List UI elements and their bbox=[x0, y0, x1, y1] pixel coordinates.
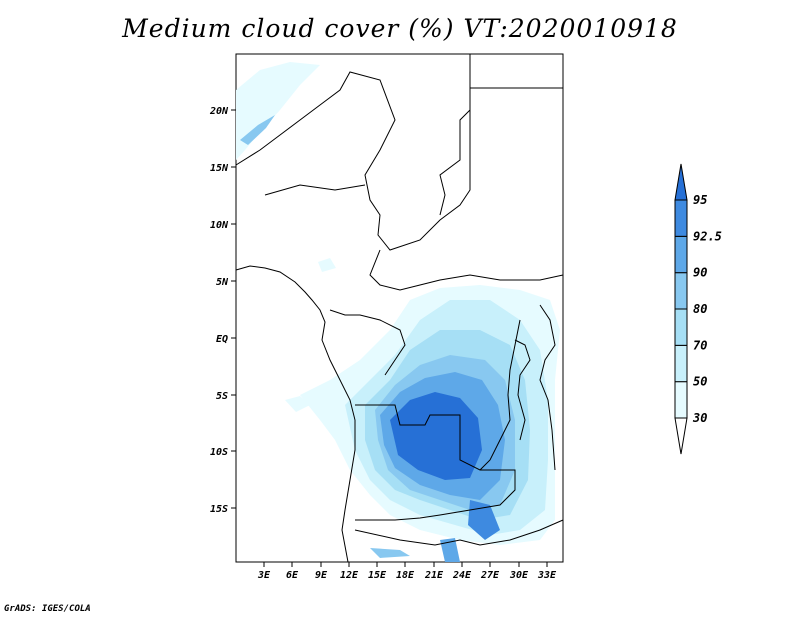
colorbar-swatch bbox=[674, 344, 688, 383]
lon-label: 9E bbox=[315, 570, 328, 581]
lat-axis bbox=[231, 109, 236, 509]
lat-label: EQ bbox=[216, 334, 228, 345]
lon-label: 3E bbox=[257, 570, 271, 581]
lon-label: 21E bbox=[424, 570, 444, 581]
border-north-1 bbox=[235, 54, 471, 251]
cloud-area-95-plus bbox=[390, 392, 482, 480]
map-borders bbox=[235, 54, 564, 563]
lat-label: 10S bbox=[210, 447, 228, 458]
coastline-west-africa bbox=[235, 265, 356, 563]
colorbar-lower-triangle bbox=[674, 417, 688, 455]
border-south bbox=[354, 519, 564, 546]
colorbar-swatch bbox=[674, 272, 688, 310]
cloud-area-south-core bbox=[468, 500, 500, 540]
colorbar-swatch bbox=[674, 235, 688, 274]
border-sahel bbox=[264, 184, 366, 196]
cloud-area-south-strip bbox=[440, 538, 460, 562]
map-title: Medium cloud cover (%) VT:2020010918 bbox=[122, 14, 678, 43]
colorbar-label: 80 bbox=[693, 302, 707, 316]
grads-credit: GrADS: IGES/COLA bbox=[4, 604, 91, 614]
border-drc-east bbox=[479, 319, 521, 471]
lat-labels: 20N 15N 10N 5N EQ 5S 10S 15S bbox=[209, 106, 229, 515]
border-east bbox=[539, 304, 556, 471]
colorbar-label: 30 bbox=[692, 411, 707, 425]
lon-label: 33E bbox=[537, 570, 557, 581]
lat-label: 5N bbox=[216, 277, 229, 288]
colorbar-label: 50 bbox=[693, 375, 707, 389]
colorbar-swatch bbox=[674, 199, 688, 237]
lon-labels: 3E 6E 9E 12E 15E 18E 21E 24E 27E 30E 33E bbox=[257, 570, 557, 581]
border-north-2 bbox=[439, 109, 471, 216]
lon-label: 24E bbox=[452, 570, 472, 581]
lon-label: 12E bbox=[340, 570, 359, 581]
lat-label: 15N bbox=[210, 163, 229, 174]
lon-label: 27E bbox=[480, 570, 500, 581]
lon-axis bbox=[263, 562, 548, 567]
lon-label: 15E bbox=[368, 570, 387, 581]
border-central-1 bbox=[369, 249, 564, 291]
lon-label: 30E bbox=[509, 570, 529, 581]
cloud-area-nw-band bbox=[240, 115, 275, 145]
colorbar-label: 92.5 bbox=[693, 229, 722, 243]
colorbar: 30 50 70 80 90 92.5 95 bbox=[674, 163, 722, 455]
border-central-2 bbox=[329, 309, 406, 376]
colorbar-label: 95 bbox=[693, 193, 707, 207]
border-angola bbox=[355, 404, 516, 521]
colorbar-label: 70 bbox=[693, 338, 707, 352]
lon-label: 6E bbox=[286, 570, 299, 581]
cloud-area-north-light bbox=[318, 258, 336, 272]
lon-label: 18E bbox=[396, 570, 415, 581]
lat-label: 15S bbox=[210, 504, 228, 515]
border-lakes bbox=[514, 339, 531, 441]
lat-label: 10N bbox=[210, 220, 229, 231]
colorbar-upper-triangle bbox=[674, 163, 688, 201]
colorbar-swatch bbox=[674, 381, 688, 419]
lat-label: 20N bbox=[209, 106, 229, 117]
cloud-area-west-light bbox=[285, 396, 310, 412]
cloud-area-sw-strip bbox=[370, 548, 410, 558]
lat-label: 5S bbox=[216, 391, 228, 402]
colorbar-swatch bbox=[674, 308, 688, 346]
colorbar-label: 90 bbox=[693, 266, 707, 280]
